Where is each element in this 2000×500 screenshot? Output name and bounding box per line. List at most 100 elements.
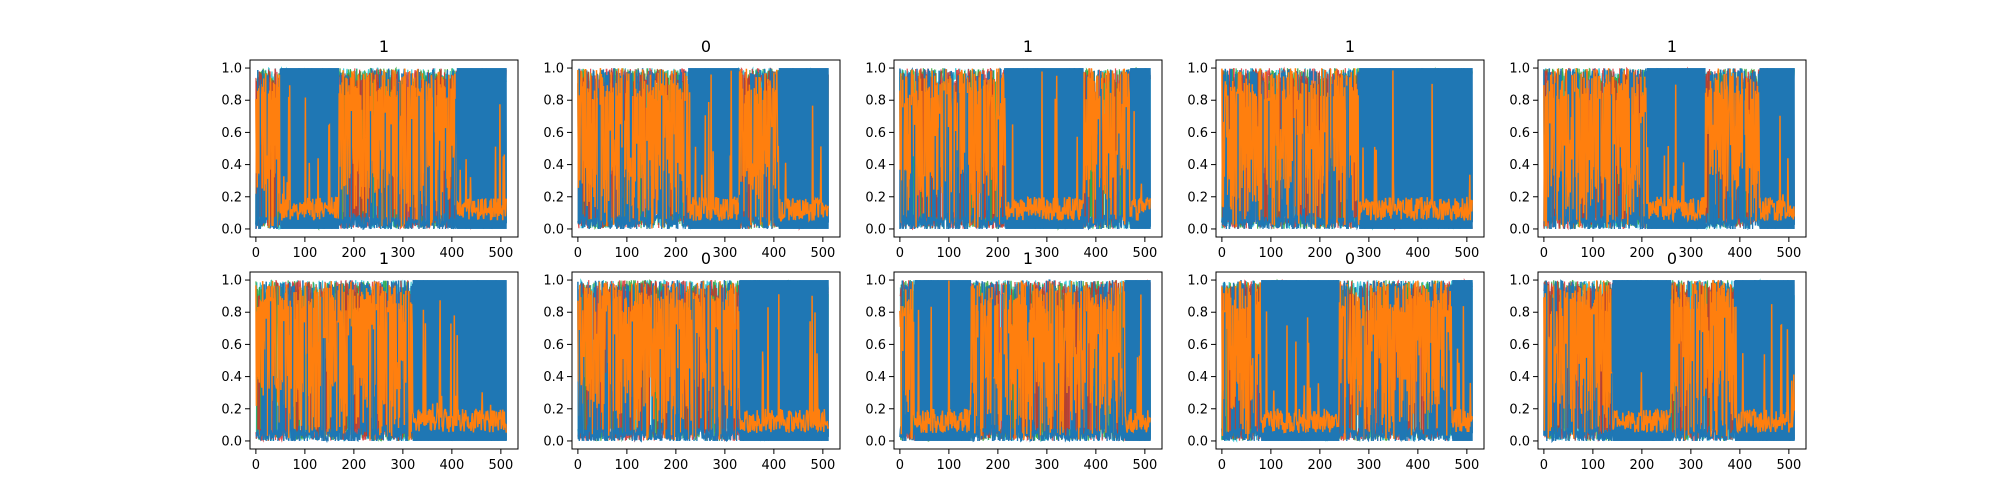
y-tick-label: 0.2 — [865, 402, 886, 417]
y-tick-label: 0.4 — [865, 158, 886, 173]
y-tick-label: 0.0 — [1509, 434, 1530, 449]
y-tick-label: 1.0 — [543, 274, 564, 289]
axes-frame — [1537, 59, 1807, 238]
x-tick-label: 400 — [1727, 458, 1752, 473]
series-orange — [899, 280, 1151, 441]
x-tick-label: 400 — [439, 246, 464, 261]
plot-area — [577, 66, 829, 231]
x-tick-label: 500 — [810, 246, 835, 261]
subplot-10: 0 0 100 200 300 400 500 0.0 0.2 0.4 0.6 0.8 1.0 — [1509, 249, 1807, 473]
subplot-title: 0 — [701, 249, 711, 268]
y-tick-label: 0.4 — [1509, 158, 1530, 173]
series-blue-spikes — [597, 75, 773, 229]
y-tick-label: 0.2 — [221, 190, 242, 205]
y-tick-label: 1.0 — [543, 62, 564, 77]
y-tick-label: 0.6 — [543, 126, 564, 141]
y-tick-label: 0.2 — [543, 190, 564, 205]
x-tick-label: 500 — [1454, 246, 1479, 261]
y-tick-label: 0.8 — [1509, 306, 1530, 321]
y-tick-label: 0.8 — [865, 94, 886, 109]
y-tick-label: 0.6 — [221, 126, 242, 141]
x-tick-label: 400 — [761, 458, 786, 473]
y-tick-label: 0.2 — [221, 402, 242, 417]
blue-band-2 — [1130, 68, 1151, 229]
series-blue-spikes — [1549, 82, 1754, 229]
y-tick-label: 0.0 — [865, 222, 886, 237]
y-tick-label: 1.0 — [1187, 274, 1208, 289]
x-tick-label: 200 — [985, 458, 1010, 473]
series-blue-spikes — [1546, 282, 1726, 441]
x-tick-label: 200 — [1629, 246, 1654, 261]
subplot-2: 0 0 100 200 300 400 500 0.0 0.2 0.4 0.6 0.8 1.0 — [543, 37, 841, 261]
series-blue-spikes — [902, 280, 1124, 441]
x-tick-label: 300 — [1034, 458, 1059, 473]
x-tick-label: 100 — [1580, 246, 1605, 261]
y-tick-label: 0.6 — [865, 126, 886, 141]
plot-area — [899, 279, 1151, 443]
y-tick-label: 1.0 — [1509, 62, 1530, 77]
series-orange — [1543, 279, 1795, 440]
subplot-7: 0 0 100 200 300 400 500 0.0 0.2 0.4 0.6 0.8 1.0 — [543, 249, 841, 473]
series-orange — [1543, 68, 1795, 228]
subplot-title: 0 — [701, 37, 711, 56]
x-tick-label: 400 — [1083, 246, 1108, 261]
y-tick-label: 0.4 — [221, 158, 242, 173]
series-orange — [577, 68, 829, 229]
x-tick-label: 100 — [1580, 458, 1605, 473]
subplot-title: 1 — [1345, 37, 1355, 56]
series-blue-spikes — [899, 72, 1127, 229]
x-tick-label: 500 — [810, 458, 835, 473]
subplot-title: 0 — [1667, 249, 1677, 268]
subplot-8: 1 0 100 200 300 400 500 0.0 0.2 0.4 0.6 0.8 1.0 — [865, 249, 1163, 473]
x-tick-label: 0 — [574, 246, 582, 261]
y-tick-label: 0.2 — [1187, 190, 1208, 205]
x-tick-label: 0 — [252, 246, 260, 261]
y-tick-label: 1.0 — [221, 62, 242, 77]
x-tick-label: 0 — [574, 458, 582, 473]
x-tick-label: 400 — [1405, 458, 1430, 473]
x-tick-label: 300 — [712, 458, 737, 473]
y-tick-label: 0.0 — [543, 434, 564, 449]
axes-frame — [893, 59, 1163, 238]
axes-frame — [893, 271, 1163, 450]
y-tick-label: 0.6 — [221, 338, 242, 353]
y-tick-label: 0.6 — [543, 338, 564, 353]
x-tick-label: 100 — [936, 246, 961, 261]
y-tick-label: 0.6 — [1509, 126, 1530, 141]
y-tick-label: 1.0 — [865, 274, 886, 289]
y-tick-label: 0.8 — [1187, 94, 1208, 109]
y-tick-label: 0.4 — [1187, 370, 1208, 385]
y-tick-label: 0.4 — [543, 158, 564, 173]
y-tick-label: 0.6 — [1187, 126, 1208, 141]
x-tick-label: 200 — [1629, 458, 1654, 473]
x-tick-label: 100 — [1258, 246, 1283, 261]
series-orange — [255, 68, 507, 228]
axes-frame — [1215, 59, 1485, 238]
x-tick-label: 200 — [663, 458, 688, 473]
y-tick-label: 0.2 — [543, 402, 564, 417]
subplot-6: 1 0 100 200 300 400 500 0.0 0.2 0.4 0.6 0.8 1.0 — [221, 249, 519, 473]
subplot-title: 1 — [379, 249, 389, 268]
y-tick-label: 0.4 — [543, 370, 564, 385]
y-tick-label: 0.2 — [865, 190, 886, 205]
subplot-4: 1 0 100 200 300 400 500 0.0 0.2 0.4 0.6 0.8 1.0 — [1187, 37, 1485, 261]
plot-area — [1543, 66, 1795, 231]
x-tick-label: 300 — [1356, 458, 1381, 473]
y-tick-label: 1.0 — [865, 62, 886, 77]
plot-area — [255, 66, 507, 231]
series-orange — [255, 281, 507, 441]
x-tick-label: 0 — [252, 458, 260, 473]
x-tick-label: 300 — [390, 246, 415, 261]
subplot-3: 1 0 100 200 300 400 500 0.0 0.2 0.4 0.6 0.8 1.0 — [865, 37, 1163, 261]
subplot-title: 1 — [1023, 37, 1033, 56]
series-blue-spikes — [1225, 70, 1349, 229]
series-blue-spikes — [255, 69, 457, 229]
y-tick-label: 0.0 — [1187, 222, 1208, 237]
y-tick-label: 1.0 — [221, 274, 242, 289]
x-tick-label: 500 — [488, 458, 513, 473]
y-tick-label: 0.4 — [221, 370, 242, 385]
x-tick-label: 300 — [1678, 246, 1703, 261]
y-tick-label: 0.8 — [1187, 306, 1208, 321]
axes-frame — [249, 59, 519, 238]
